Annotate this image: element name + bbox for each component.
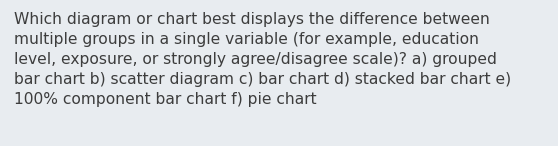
Text: Which diagram or chart best displays the difference between
multiple groups in a: Which diagram or chart best displays the… xyxy=(14,12,511,107)
